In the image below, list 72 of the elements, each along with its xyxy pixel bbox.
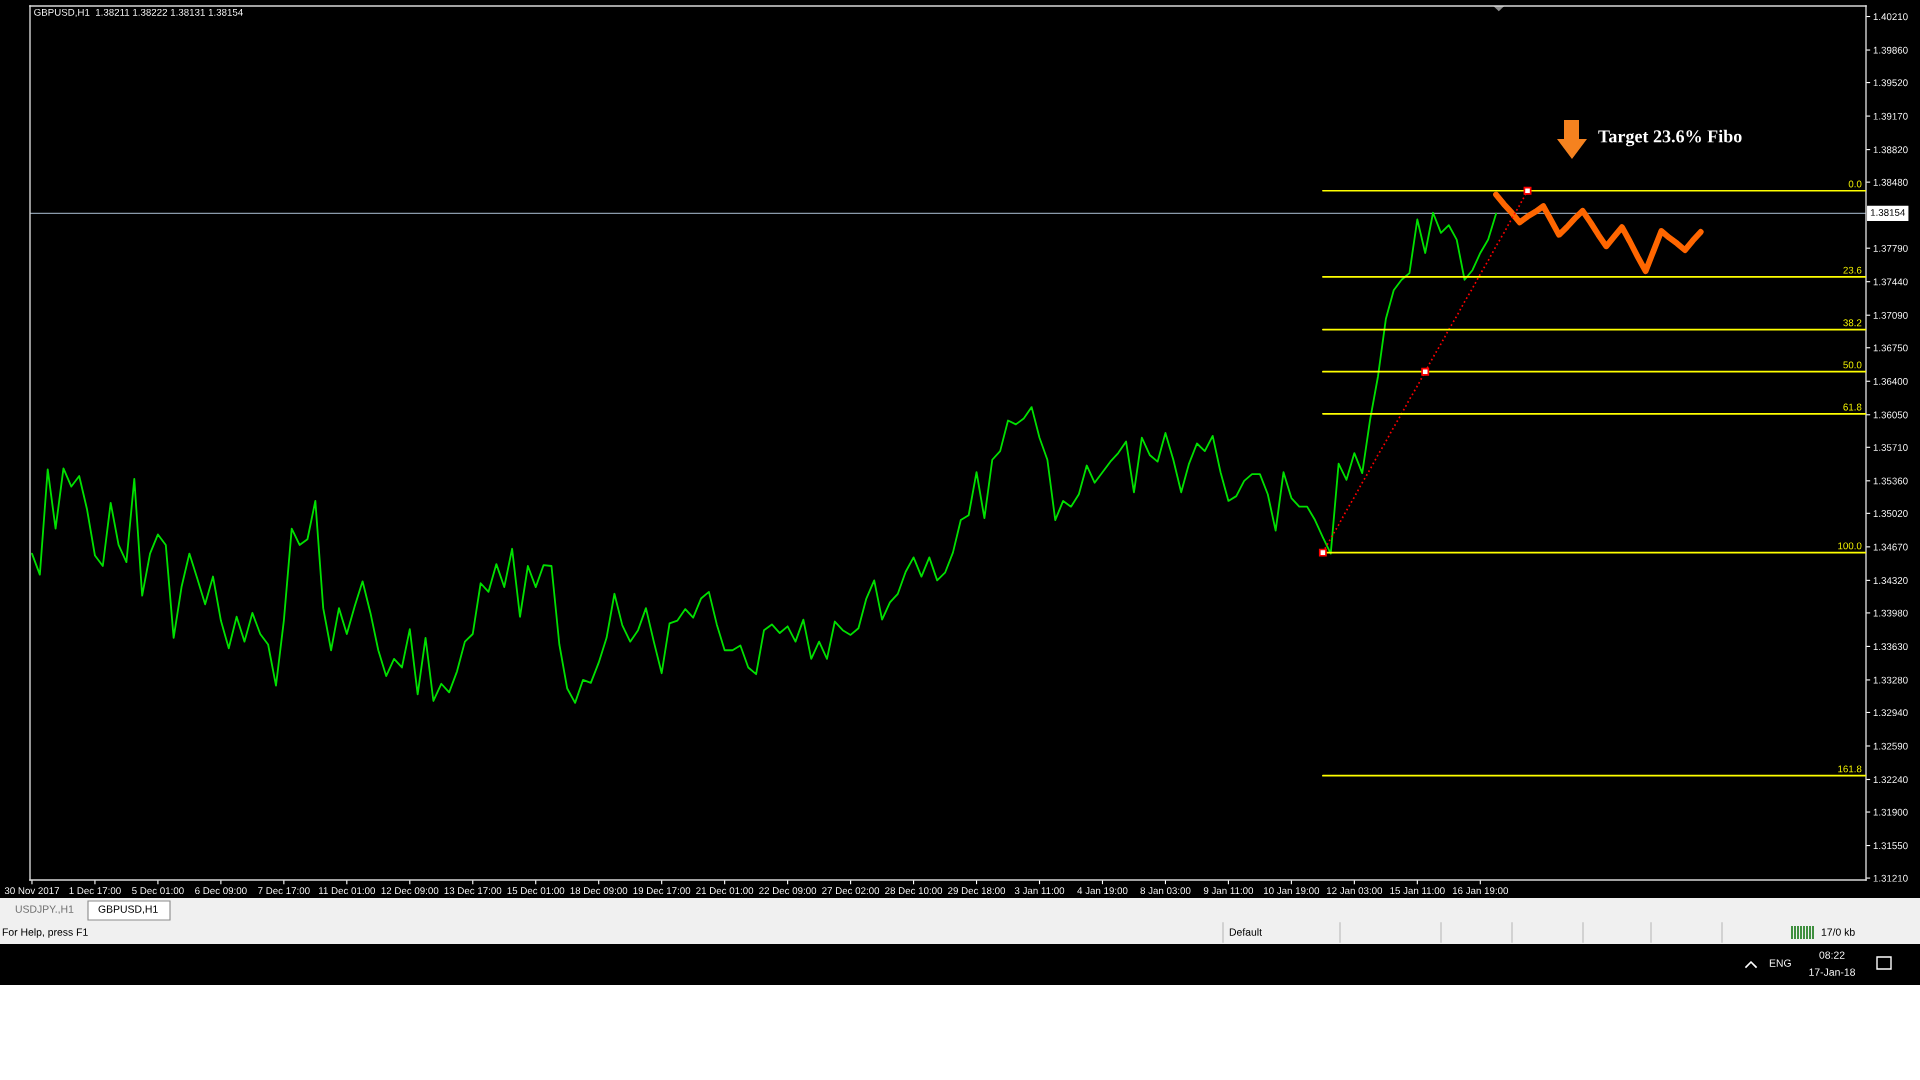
x-tick-label: 16 Jan 19:00: [1452, 887, 1509, 895]
series-label: 100.0: [1838, 542, 1862, 550]
x-tick-label: 7 Dec 17:00: [258, 887, 310, 895]
annotation: Target 23.6% Fibo: [1598, 129, 1742, 147]
y-tick-label: 1.31900: [1873, 808, 1908, 816]
y-tick-label: 1.32940: [1873, 709, 1908, 717]
series-label: 0.0: [1848, 180, 1862, 188]
y-tick-label: 1.37790: [1873, 244, 1908, 252]
point: [1523, 186, 1532, 195]
y-tick-label: 1.37440: [1873, 278, 1908, 286]
y-tick-label: 1.32590: [1873, 742, 1908, 750]
series-label: 38.2: [1843, 319, 1862, 327]
x-tick-label: 15 Jan 11:00: [1390, 887, 1445, 895]
x-tick-label: 12 Dec 09:00: [381, 887, 439, 895]
x-tick-label: 27 Dec 02:00: [822, 887, 880, 895]
line-series: [31, 211, 1497, 704]
y-tick-label: 1.35710: [1873, 444, 1908, 451]
y-tick-label: 1.36750: [1873, 344, 1908, 352]
y-tick-label: 1.33280: [1873, 676, 1908, 684]
point: [1421, 367, 1430, 376]
x-tick-label: 18 Dec 09:00: [570, 887, 628, 895]
series-label: 61.8: [1843, 403, 1862, 411]
y-tick-label: 1.39860: [1873, 46, 1908, 54]
y-tick-label: 1.40210: [1873, 13, 1908, 21]
y-tick-label: 1.37090: [1873, 311, 1908, 319]
x-tick-label: 10 Jan 19:00: [1264, 887, 1320, 895]
y-tick-label: 1.35360: [1873, 477, 1908, 485]
y-tick-label: 1.34670: [1873, 543, 1908, 551]
y-tick-label: 1.34320: [1873, 577, 1908, 584]
y-tick-label: 1.35020: [1873, 510, 1908, 517]
y-tick-label: 1.38480: [1873, 178, 1908, 186]
y-tick-label: 1.36050: [1873, 411, 1908, 419]
text: Default: [1229, 928, 1262, 936]
x-tick-label: 28 Dec 10:00: [885, 887, 943, 895]
text: 17-Jan-18: [1809, 968, 1855, 976]
y-tick-label: 1.36400: [1873, 377, 1908, 385]
x-tick-label: 6 Dec 09:00: [195, 887, 247, 895]
y-tick-label: 1.39170: [1873, 112, 1908, 120]
x-tick-label: 13 Dec 17:00: [444, 887, 502, 895]
text: 08:22: [1819, 951, 1845, 959]
text: USDJPY.,H1: [15, 905, 74, 915]
series-label: 50.0: [1843, 361, 1862, 369]
text: 17/0 kb: [1821, 928, 1855, 936]
x-tick-label: 9 Jan 11:00: [1203, 887, 1254, 895]
y-tick-label: 1.33630: [1873, 643, 1908, 651]
series-label: 161.8: [1838, 765, 1862, 773]
x-tick-label: 29 Dec 18:00: [948, 887, 1006, 895]
x-tick-label: 8 Jan 03:00: [1140, 887, 1191, 895]
y-tick-label: 1.39520: [1873, 79, 1908, 87]
x-tick-label: 4 Jan 19:00: [1077, 887, 1128, 895]
series-label: 23.6: [1843, 266, 1862, 274]
x-tick-label: 3 Jan 11:00: [1014, 887, 1065, 895]
text: For Help, press F1: [2, 928, 88, 938]
y-tick-label: 1.33980: [1873, 609, 1908, 617]
x-tick-label: 30 Nov 2017: [4, 887, 60, 895]
chart-title: GBPUSD,H1 1.38211 1.38222 1.38131 1.38154: [34, 8, 243, 17]
x-tick-label: 19 Dec 17:00: [633, 887, 691, 895]
x-tick-label: 22 Dec 09:00: [759, 887, 817, 895]
ref-line-label: 1.38154: [1870, 209, 1906, 216]
text: GBPUSD,H1: [98, 905, 158, 915]
x-tick-label: 12 Jan 03:00: [1326, 887, 1383, 895]
x-tick-label: 1 Dec 17:00: [69, 887, 121, 895]
text: ENG: [1769, 959, 1791, 967]
x-tick-label: 11 Dec 01:00: [319, 887, 375, 895]
x-tick-label: 15 Dec 01:00: [507, 887, 565, 895]
y-tick-label: 1.38820: [1873, 146, 1908, 154]
y-tick-label: 1.32240: [1873, 776, 1908, 784]
x-tick-label: 21 Dec 01:00: [696, 887, 754, 895]
y-tick-label: 1.31210: [1873, 874, 1908, 882]
x-tick-label: 5 Dec 01:00: [132, 887, 184, 895]
y-tick-label: 1.31550: [1873, 842, 1908, 850]
point: [1318, 548, 1327, 557]
